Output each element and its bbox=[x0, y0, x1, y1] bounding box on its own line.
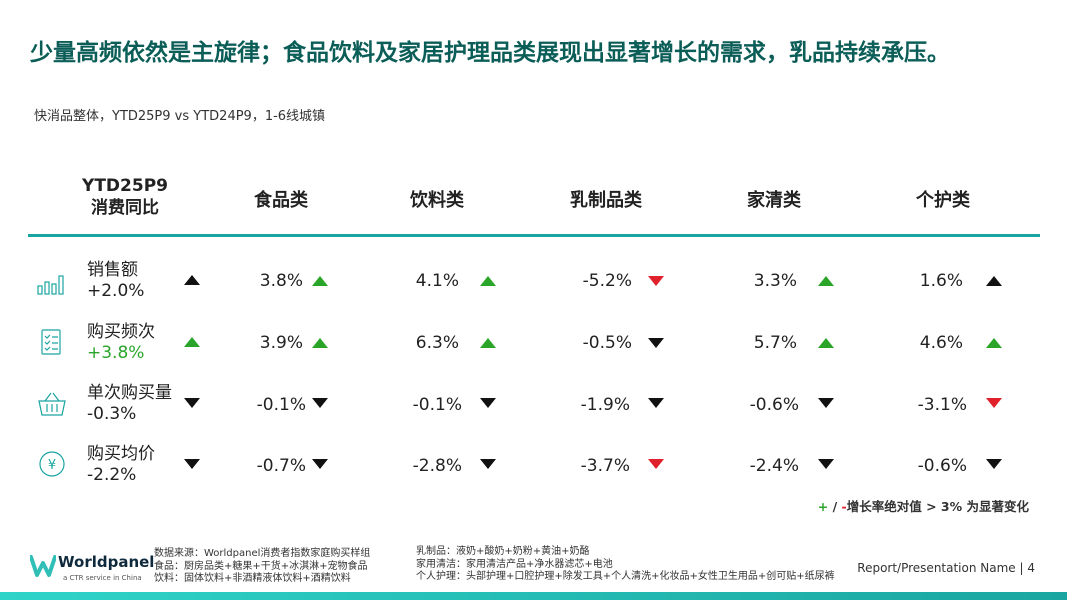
arrow-r1-dairy bbox=[647, 337, 665, 349]
cell-r2-dairy: -1.9% bbox=[580, 395, 630, 415]
column-header-food: 食品类 bbox=[254, 190, 308, 211]
bottom-accent-bar bbox=[0, 592, 1067, 600]
checklist-icon bbox=[36, 328, 68, 356]
significance-legend: + / -增长率绝对值 > 3% 为显著变化 bbox=[818, 496, 1029, 515]
cell-r2-home-care: -0.6% bbox=[749, 395, 799, 415]
row-label-volume-per-trip: 单次购买量 -0.3% bbox=[87, 383, 172, 425]
row-label-average-price-change: -2.2% bbox=[87, 465, 137, 485]
row-label-sales-name: 销售额 bbox=[87, 260, 138, 280]
row-1-change-arrow bbox=[183, 336, 201, 348]
logo-name: Worldpanel bbox=[58, 553, 155, 571]
arrow-r0-personal-care bbox=[985, 275, 1003, 287]
row-label-average-price: 购买均价 -2.2% bbox=[87, 444, 155, 486]
arrow-r2-dairy bbox=[647, 397, 665, 409]
footnote-left-line: 食品：厨房品类+糖果+干货+冰淇淋+宠物食品 bbox=[154, 560, 368, 572]
row-label-average-price-name: 购买均价 bbox=[87, 444, 155, 464]
cell-r3-beverage: -2.8% bbox=[412, 456, 462, 476]
legend-plus: + bbox=[817, 499, 829, 514]
arrow-r2-beverage bbox=[479, 397, 497, 409]
column-header-home-care: 家清类 bbox=[747, 190, 801, 211]
cell-r3-food: -0.7% bbox=[256, 456, 306, 476]
arrow-r1-beverage bbox=[479, 337, 497, 349]
arrow-r0-home-care bbox=[817, 275, 835, 287]
metric-header-line1: YTD25P9 bbox=[82, 176, 168, 196]
footnote-right-line: 乳制品：液奶+酸奶+奶粉+黄油+奶酪 bbox=[416, 546, 590, 557]
arrow-r1-personal-care bbox=[985, 337, 1003, 349]
cell-r0-home-care: 3.3% bbox=[753, 271, 797, 291]
row-3-change-arrow bbox=[183, 458, 201, 470]
footnote-right-line: 家用清洁：家用清洁产品+净水器滤芯+电池 bbox=[416, 558, 613, 570]
header-divider bbox=[28, 234, 1040, 237]
arrow-r3-dairy bbox=[647, 458, 665, 470]
legend-text: 增长率绝对值 > 3% 为显著变化 bbox=[846, 499, 1029, 514]
cell-r2-food: -0.1% bbox=[256, 395, 306, 415]
arrow-r0-beverage bbox=[479, 275, 497, 287]
row-label-frequency-change: +3.8% bbox=[87, 343, 145, 363]
legend-minus: - bbox=[841, 499, 847, 514]
svg-text:¥: ¥ bbox=[48, 458, 56, 473]
row-label-frequency-name: 购买频次 bbox=[87, 322, 155, 342]
arrow-r2-food bbox=[311, 397, 329, 409]
page-subtitle: 快消品整体，YTD25P9 vs YTD24P9，1-6线城镇 bbox=[34, 109, 326, 124]
cell-r1-home-care: 5.7% bbox=[753, 333, 797, 353]
cell-r3-personal-care: -0.6% bbox=[917, 456, 967, 476]
column-header-dairy: 乳制品类 bbox=[570, 190, 642, 211]
arrow-r1-food bbox=[311, 337, 329, 349]
cell-r0-food: 3.8% bbox=[259, 271, 303, 291]
cell-r2-personal-care: -3.1% bbox=[917, 395, 967, 415]
arrow-r3-food bbox=[311, 458, 329, 470]
arrow-r2-personal-care bbox=[985, 397, 1003, 409]
page-title: 少量高频依然是主旋律；食品饮料及家居护理品类展现出显著增长的需求，乳品持续承压。 bbox=[30, 40, 950, 66]
row-label-volume-per-trip-change: -0.3% bbox=[87, 404, 137, 424]
row-label-volume-per-trip-name: 单次购买量 bbox=[87, 383, 172, 403]
page-reference: Report/Presentation Name | 4 bbox=[857, 561, 1035, 575]
row-label-sales: 销售额 +2.0% bbox=[87, 260, 144, 302]
cell-r1-dairy: -0.5% bbox=[582, 333, 632, 353]
cell-r1-personal-care: 4.6% bbox=[919, 333, 963, 353]
logo-tagline: a CTR service in China bbox=[63, 574, 142, 582]
legend-slash: / bbox=[828, 499, 842, 514]
cell-r3-home-care: -2.4% bbox=[749, 456, 799, 476]
bar-chart-icon bbox=[36, 268, 68, 296]
arrow-r3-home-care bbox=[817, 458, 835, 470]
cell-r0-personal-care: 1.6% bbox=[919, 271, 963, 291]
arrow-r0-dairy bbox=[647, 275, 665, 287]
column-header-beverage: 饮料类 bbox=[410, 190, 464, 211]
row-label-frequency: 购买频次 +3.8% bbox=[87, 322, 155, 364]
cell-r3-dairy: -3.7% bbox=[580, 456, 630, 476]
arrow-r2-home-care bbox=[817, 397, 835, 409]
footnote-right-line: 个人护理：头部护理+口腔护理+除发工具+个人清洗+化妆品+女性卫生用品+创可贴+… bbox=[416, 571, 835, 582]
row-2-change-arrow bbox=[183, 397, 201, 409]
worldpanel-mark-icon bbox=[30, 555, 56, 577]
metric-header-line2: 消费同比 bbox=[91, 198, 159, 218]
footnote-left-line: 数据来源：Worldpanel消费者指数家庭购买样组 bbox=[154, 548, 371, 559]
metric-header: YTD25P9 消费同比 bbox=[70, 175, 180, 219]
footnote-left-line: 饮料：固体饮料+非酒精液体饮料+酒精饮料 bbox=[154, 573, 351, 584]
cell-r0-dairy: -5.2% bbox=[582, 271, 632, 291]
worldpanel-logo: Worldpanel a CTR service in China bbox=[30, 551, 154, 587]
cell-r2-beverage: -0.1% bbox=[412, 395, 462, 415]
cell-r1-beverage: 6.3% bbox=[415, 333, 459, 353]
yen-coin-icon: ¥ bbox=[36, 450, 68, 478]
footnote-right: 乳制品：液奶+酸奶+奶粉+黄油+奶酪 家用清洁：家用清洁产品+净水器滤芯+电池 … bbox=[416, 546, 835, 584]
footnote-left: 数据来源：Worldpanel消费者指数家庭购买样组 食品：厨房品类+糖果+干货… bbox=[154, 548, 370, 586]
arrow-r0-food bbox=[311, 275, 329, 287]
arrow-r3-beverage bbox=[479, 458, 497, 470]
cell-r0-beverage: 4.1% bbox=[415, 271, 459, 291]
basket-icon bbox=[36, 390, 68, 418]
column-header-personal-care: 个护类 bbox=[916, 190, 970, 211]
row-0-change-arrow bbox=[183, 274, 201, 286]
arrow-r3-personal-care bbox=[985, 458, 1003, 470]
cell-r1-food: 3.9% bbox=[259, 333, 303, 353]
arrow-r1-home-care bbox=[817, 337, 835, 349]
row-label-sales-change: +2.0% bbox=[87, 281, 145, 301]
